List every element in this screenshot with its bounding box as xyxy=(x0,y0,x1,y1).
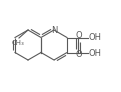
Text: O: O xyxy=(75,50,82,59)
Text: CH₃: CH₃ xyxy=(12,40,24,46)
Text: O: O xyxy=(75,31,82,40)
Text: OH: OH xyxy=(89,48,102,58)
Text: OH: OH xyxy=(89,33,102,43)
Text: N: N xyxy=(51,26,57,35)
